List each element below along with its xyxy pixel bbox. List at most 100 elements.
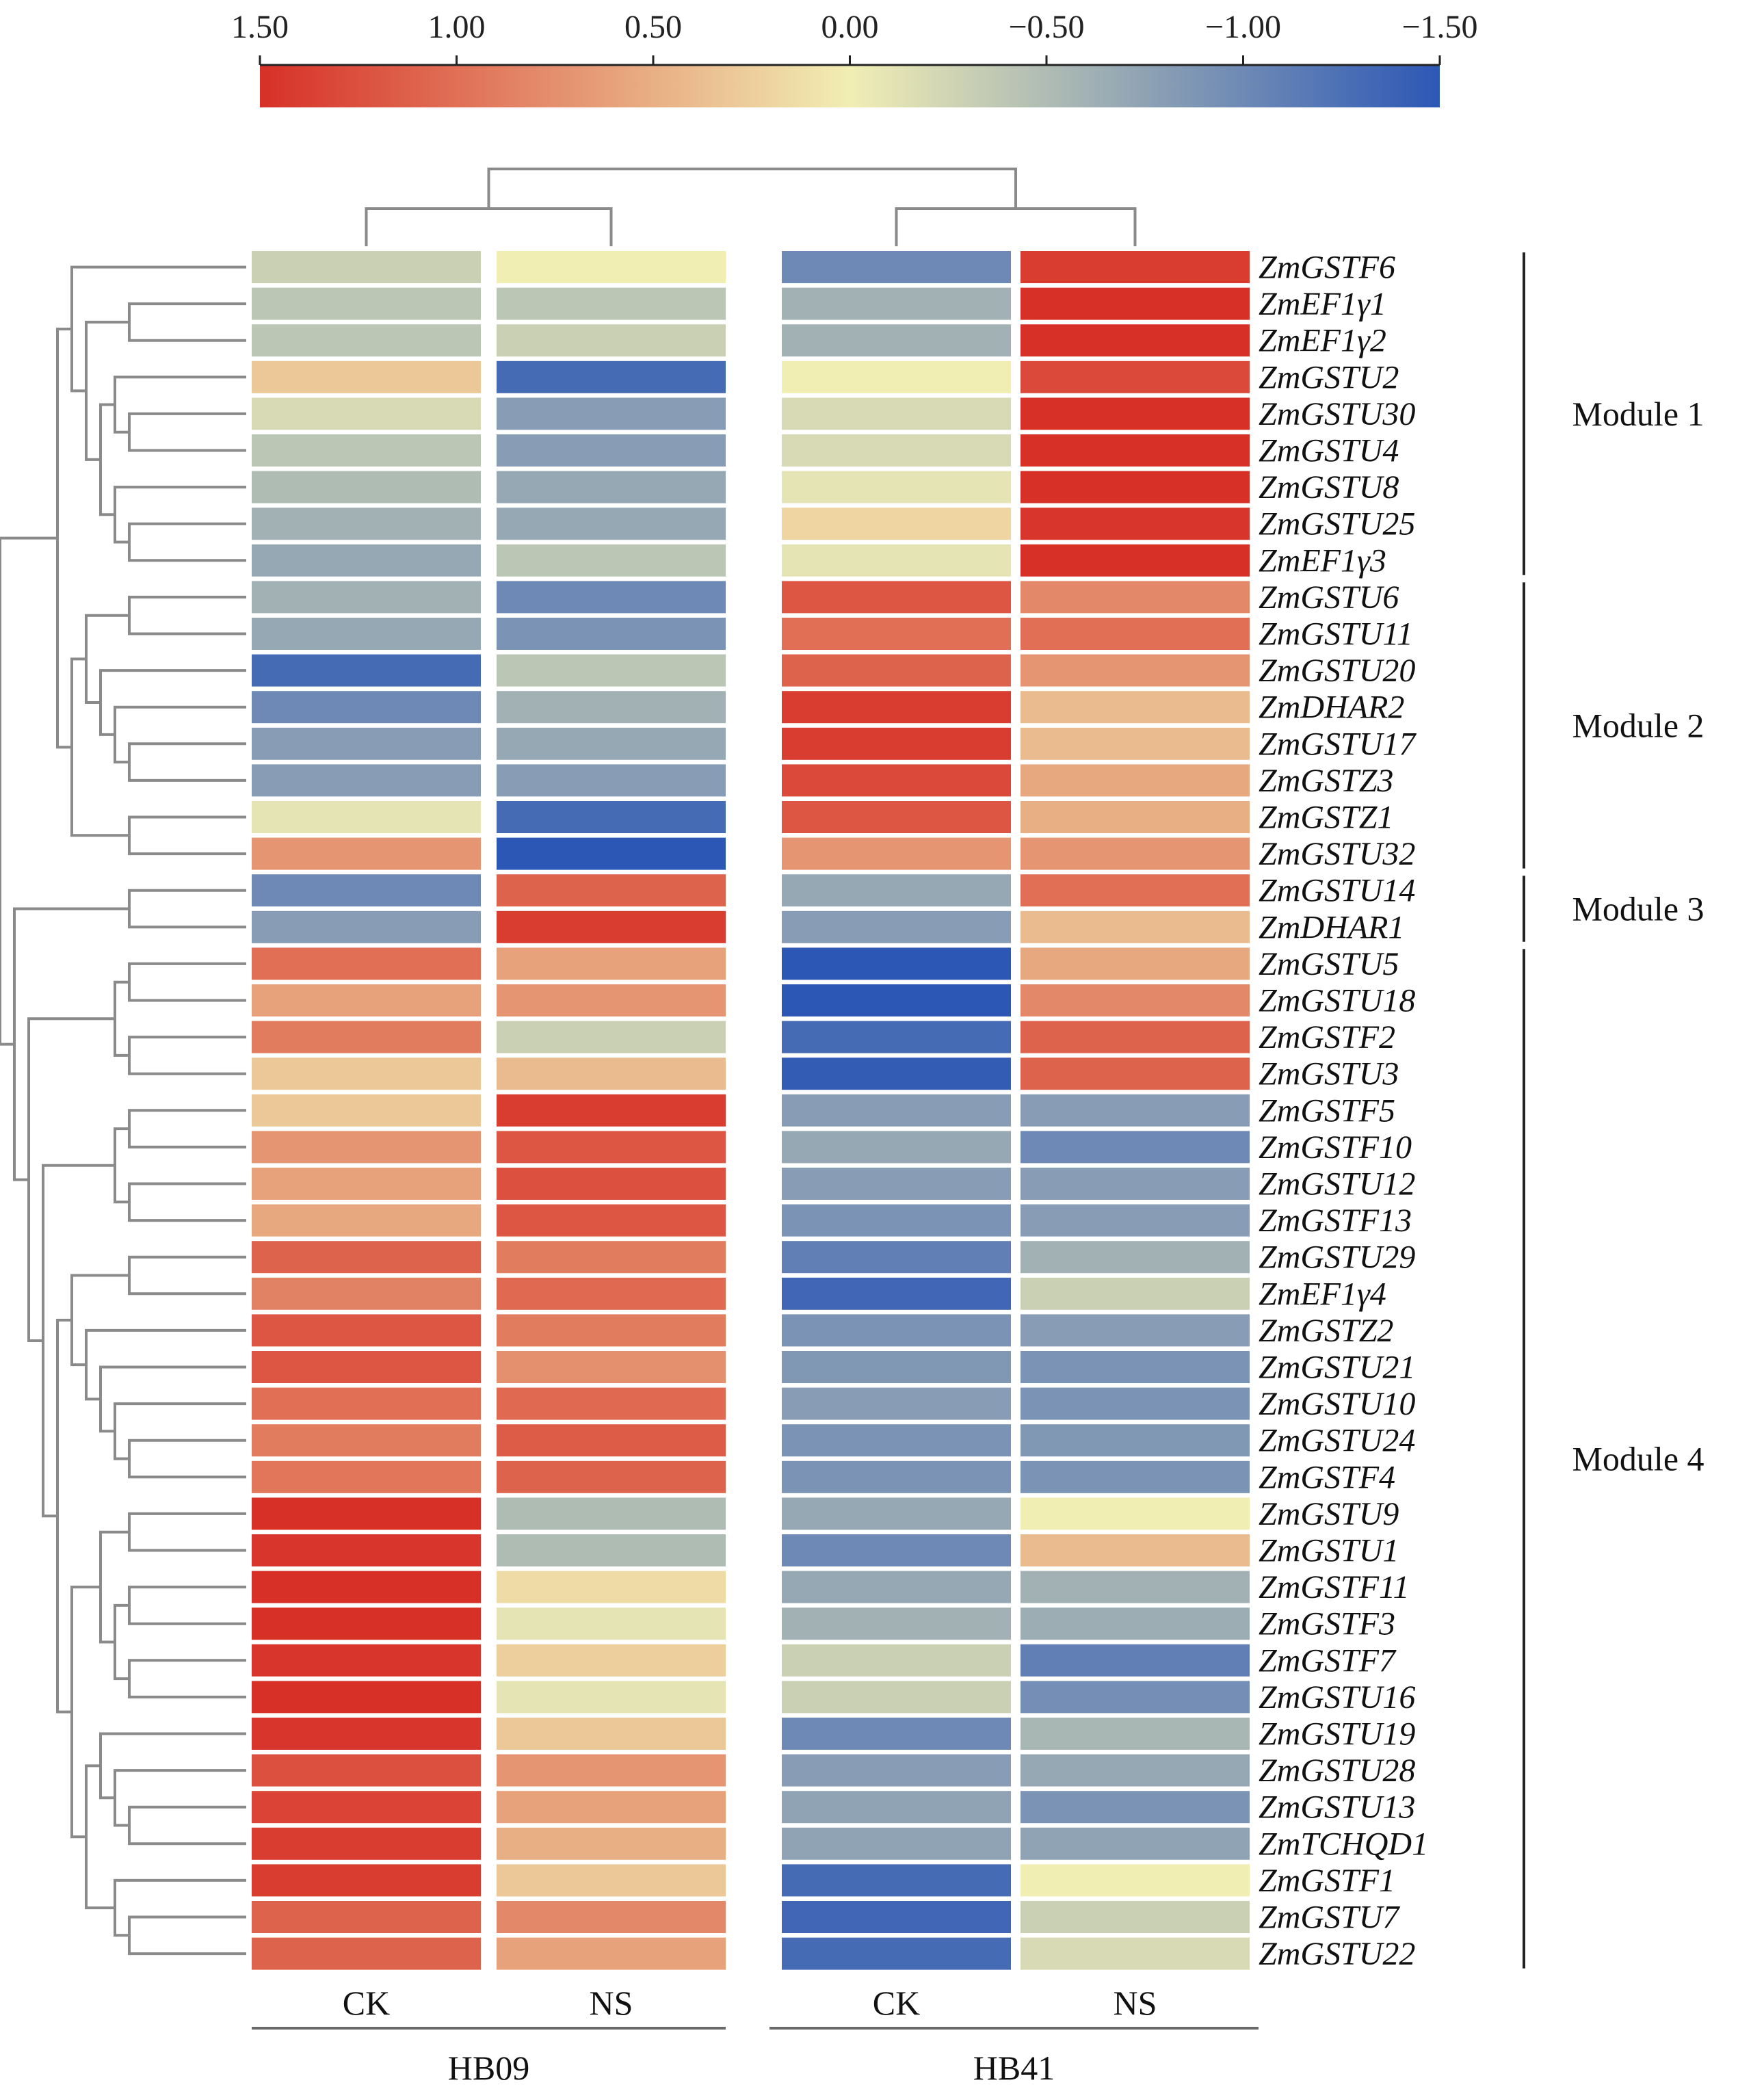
row-dendrogram-branch: [114, 486, 246, 544]
colorbar: 1.50 1.00 0.50 0.00 −0.50 −1.00 −1.50: [231, 9, 1478, 107]
row-dendrogram-branch: [128, 962, 246, 1002]
gene-label: ZmGSTU9: [1259, 1496, 1399, 1532]
heatmap-cell: [497, 1571, 726, 1603]
row-dendrogram-branch: [56, 327, 72, 749]
gene-label: ZmEF1γ3: [1259, 542, 1386, 579]
gene-label: ZmGSTU3: [1259, 1056, 1399, 1092]
heatmap-cell: [252, 1058, 481, 1090]
row-dendrogram-branch: [128, 1512, 246, 1552]
row-dendrogram-branch: [128, 1109, 246, 1149]
heatmap-cell: [497, 1607, 726, 1640]
row-dendrogram-branch: [128, 1255, 246, 1296]
heatmap-cell: [782, 874, 1011, 907]
row-dendrogram-branch: [85, 614, 129, 704]
heatmap-cell: [782, 947, 1011, 980]
gene-label: ZmGSTU13: [1259, 1789, 1415, 1826]
module-label: Module 2: [1572, 707, 1704, 745]
gene-label: ZmGSTU28: [1259, 1753, 1415, 1789]
group-axis: CK NS HB09 CK NS HB41: [252, 1984, 1259, 2087]
row-dendrogram-branch: [85, 320, 129, 461]
heatmap-cell: [252, 1424, 481, 1457]
column-label: NS: [1114, 1984, 1157, 2022]
heatmap-cell: [252, 874, 481, 907]
colorbar-tick-label: −0.50: [1008, 9, 1084, 45]
column-dendrogram-branch: [487, 168, 1017, 209]
heatmap-cell: [1021, 1497, 1250, 1530]
heatmap-cell: [1021, 618, 1250, 650]
heatmap-cell: [497, 801, 726, 833]
heatmap-cell: [1021, 1460, 1250, 1493]
heatmap-cell: [782, 251, 1011, 283]
gene-label: ZmGSTF6: [1259, 250, 1395, 286]
heatmap-cell: [1021, 1791, 1250, 1824]
column-label: CK: [343, 1984, 390, 2022]
gene-label: ZmEF1γ1: [1259, 286, 1386, 322]
heatmap-cell: [497, 397, 726, 430]
gene-label: ZmGSTF2: [1259, 1019, 1395, 1055]
heatmap-cell: [252, 1571, 481, 1603]
heatmap-cell: [782, 287, 1011, 320]
heatmap-cell: [497, 984, 726, 1016]
row-dendrogram-branch: [114, 980, 129, 1057]
heatmap-cell: [497, 1937, 726, 1970]
row-dendrogram-branch: [42, 1164, 115, 1518]
gene-label: ZmGSTZ1: [1259, 800, 1393, 836]
heatmap-cell: [782, 1314, 1011, 1347]
heatmap-cell: [782, 1277, 1011, 1310]
gene-label: ZmGSTF4: [1259, 1459, 1395, 1495]
heatmap-cell: [1021, 874, 1250, 907]
heatmap-cell: [782, 764, 1011, 797]
heatmap-cell: [252, 801, 481, 833]
heatmap-cell: [1021, 1314, 1250, 1347]
heatmap-cell: [252, 1351, 481, 1383]
module-label: Module 3: [1572, 890, 1704, 928]
heatmap-cell: [497, 1058, 726, 1090]
heatmap-cell: [252, 1901, 481, 1933]
heatmap-cell: [1021, 727, 1250, 760]
row-dendrogram-branch: [128, 889, 246, 929]
heatmap-cell: [1021, 434, 1250, 467]
heatmap-cell: [782, 1718, 1011, 1750]
heatmap-cell: [1021, 1387, 1250, 1420]
heatmap-cell: [252, 1460, 481, 1493]
gene-label: ZmGSTU29: [1259, 1239, 1415, 1276]
row-dendrogram-branch: [70, 1274, 129, 1367]
heatmap-cell: [1021, 1864, 1250, 1897]
heatmap-cell: [1021, 471, 1250, 503]
gene-label: ZmGSTF11: [1259, 1569, 1409, 1605]
heatmap-cell: [782, 654, 1011, 687]
row-dendrogram-branch: [114, 1127, 129, 1204]
gene-label: ZmGSTU20: [1259, 653, 1415, 689]
gene-label: ZmGSTU14: [1259, 873, 1415, 909]
heatmap-cell: [252, 471, 481, 503]
heatmap-cell: [252, 581, 481, 614]
row-dendrogram-branch: [128, 1659, 246, 1698]
heatmap-cell: [497, 471, 726, 503]
gene-label: ZmGSTU17: [1259, 726, 1417, 762]
heatmap-cell: [1021, 1901, 1250, 1933]
heatmap-cell: [1021, 508, 1250, 540]
heatmap-cell: [497, 1131, 726, 1164]
gene-label: ZmGSTF13: [1259, 1203, 1412, 1239]
heatmap-cell: [782, 508, 1011, 540]
column-dendrogram-branch: [365, 207, 613, 246]
gene-label: ZmGSTF5: [1259, 1092, 1395, 1129]
heatmap-cell: [252, 1497, 481, 1530]
heatmap-cell: [1021, 1351, 1250, 1383]
heatmap-cell: [1021, 1718, 1250, 1750]
group-label: HB41: [973, 2049, 1055, 2087]
heatmap-cell: [497, 287, 726, 320]
heatmap-cell: [497, 1460, 726, 1493]
column-label: NS: [590, 1984, 633, 2022]
heatmap-cell: [497, 618, 726, 650]
heatmap-cell: [782, 1424, 1011, 1457]
row-dendrogram-branch: [99, 669, 246, 736]
gene-label: ZmGSTU16: [1259, 1679, 1415, 1716]
gene-label: ZmGSTU22: [1259, 1936, 1415, 1972]
row-dendrogram-branch: [128, 1805, 246, 1846]
row-dendrogram-branch: [99, 403, 115, 516]
heatmap-cell: [782, 984, 1011, 1016]
heatmap-cell: [782, 397, 1011, 430]
heatmap-cell: [252, 1131, 481, 1164]
heatmap-cell: [497, 1021, 726, 1053]
